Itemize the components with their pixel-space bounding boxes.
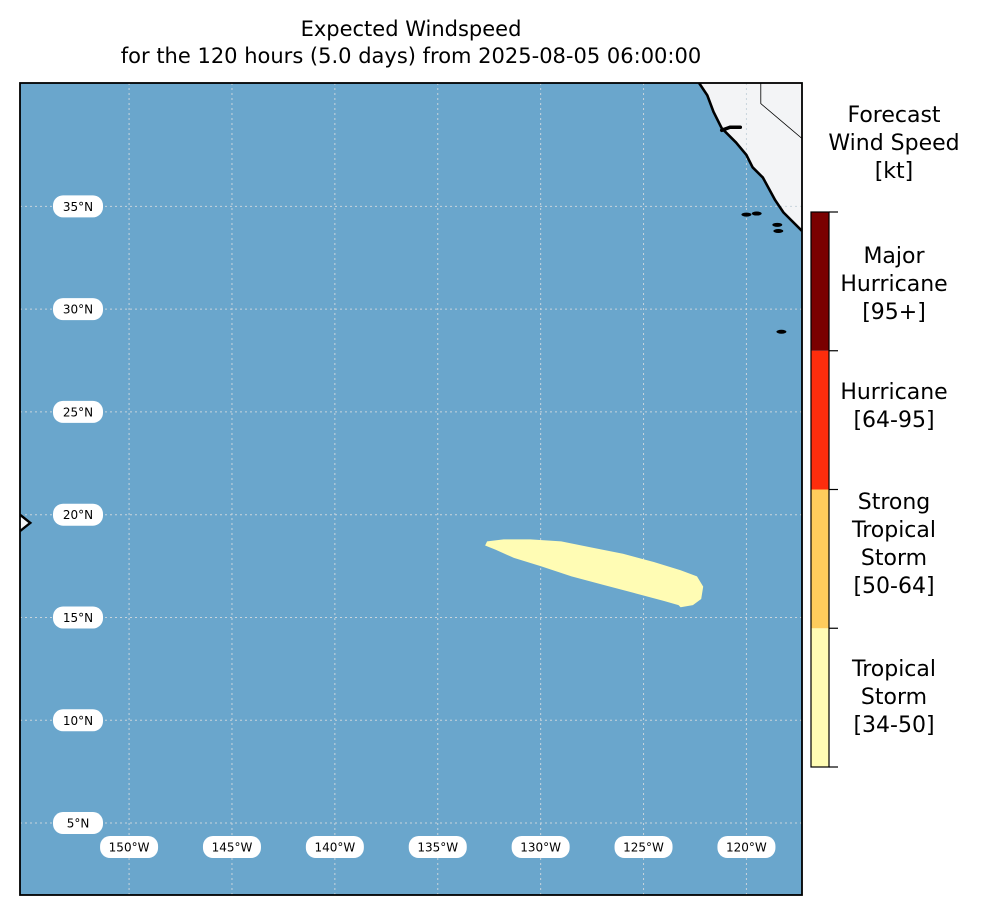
tick-label-text: 135°W: [417, 841, 458, 855]
label-background: [53, 298, 103, 321]
longitude-label: 145°W: [202, 836, 261, 858]
hawaii-coast: [20, 513, 33, 533]
longitude-label: 150°W: [100, 836, 159, 858]
colorbar-segment-tropical-storm: [811, 628, 829, 767]
coastline: [698, 83, 802, 232]
latitude-label: 10°N: [53, 709, 103, 732]
graticule: [20, 83, 802, 895]
colorbar-segment-strong-tropical-storm: [811, 489, 829, 629]
tick-label-text: 35°N: [63, 200, 93, 214]
colorbar-label-major-hurricane: Major Hurricane [95+]: [814, 243, 974, 327]
longitude-label: 130°W: [511, 836, 570, 858]
label-background: [53, 812, 103, 835]
label-line: [50-64]: [853, 574, 935, 599]
tick-label-text: 5°N: [67, 817, 90, 831]
title-line-1: Expected Windspeed: [300, 17, 522, 41]
longitude-label: 140°W: [305, 836, 364, 858]
label-background: [614, 836, 673, 858]
tick-label-text: 25°N: [63, 405, 93, 419]
colorbar-title: Forecast Wind Speed [kt]: [804, 102, 984, 186]
longitude-label: 125°W: [614, 836, 673, 858]
label-background: [53, 709, 103, 732]
island: [741, 212, 752, 217]
latitude-label: 25°N: [53, 400, 103, 423]
label-line: Major: [863, 244, 925, 269]
label-line: Tropical: [852, 518, 936, 543]
label-background: [53, 400, 103, 423]
tick-label-text: 30°N: [63, 303, 93, 317]
label-line: Hurricane: [840, 380, 948, 405]
latitude-label: 20°N: [53, 503, 103, 526]
tick-label-text: 150°W: [109, 841, 150, 855]
label-line: [95+]: [862, 300, 926, 325]
label-background: [717, 836, 776, 858]
label-line: Tropical: [852, 657, 936, 682]
island: [773, 229, 784, 234]
tick-label-text: 15°N: [63, 611, 93, 625]
island: [751, 211, 762, 216]
label-background: [511, 836, 570, 858]
island: [776, 329, 787, 334]
longitude-label: 120°W: [717, 836, 776, 858]
colorbar-label-tropical-storm: Tropical Storm [34-50]: [814, 656, 974, 740]
longitude-label: 135°W: [408, 836, 467, 858]
label-line: Strong: [857, 490, 931, 515]
tick-label-text: 10°N: [63, 714, 93, 728]
latitude-label: 15°N: [53, 606, 103, 629]
label-background: [53, 195, 103, 218]
colorbar-title-line: Wind Speed: [828, 131, 960, 156]
latitude-labels: 35°N 30°N 25°N 20°N 15°N 10°N 5°N: [53, 195, 103, 835]
colorbar-title-line: [kt]: [874, 159, 914, 184]
ocean-background: [20, 83, 802, 895]
tick-label-text: 20°N: [63, 508, 93, 522]
label-line: Hurricane: [840, 272, 948, 297]
label-line: [34-50]: [853, 713, 935, 738]
colorbar: [810, 211, 838, 768]
label-line: [64-95]: [853, 408, 935, 433]
latitude-label: 5°N: [53, 812, 103, 835]
longitude-labels: 150°W 145°W 140°W 135°W 130°W 125°W 120°W: [100, 836, 776, 858]
colorbar-title-line: Forecast: [847, 103, 941, 128]
map-title: Expected Windspeed for the 120 hours (5.…: [20, 16, 802, 70]
tick-label-text: 145°W: [212, 841, 253, 855]
title-line-2: for the 120 hours (5.0 days) from 2025-0…: [120, 44, 702, 68]
land-area: [699, 83, 802, 231]
label-line: Storm: [860, 685, 928, 710]
label-background: [100, 836, 159, 858]
bay-outline: [719, 125, 743, 133]
label-background: [202, 836, 261, 858]
latitude-label: 35°N: [53, 195, 103, 218]
tick-label-text: 140°W: [314, 841, 355, 855]
colorbar-segment-major-hurricane: [811, 212, 829, 351]
label-background: [305, 836, 364, 858]
tick-label-text: 130°W: [520, 841, 561, 855]
colorbar-label-strong-tropical-storm: Strong Tropical Storm [50-64]: [814, 489, 974, 601]
latitude-label: 30°N: [53, 298, 103, 321]
label-background: [53, 606, 103, 629]
state-boundary: [760, 83, 802, 139]
label-background: [53, 503, 103, 526]
wind-swath-tropical-storm: [485, 539, 704, 608]
tick-label-text: 125°W: [623, 841, 664, 855]
islands: [741, 211, 787, 334]
colorbar-label-hurricane: Hurricane [64-95]: [814, 379, 974, 435]
island: [772, 222, 783, 227]
colorbar-segment-hurricane: [811, 350, 829, 490]
label-line: Storm: [860, 546, 928, 571]
tick-label-text: 120°W: [726, 841, 767, 855]
map-frame: [19, 82, 803, 896]
label-background: [408, 836, 467, 858]
